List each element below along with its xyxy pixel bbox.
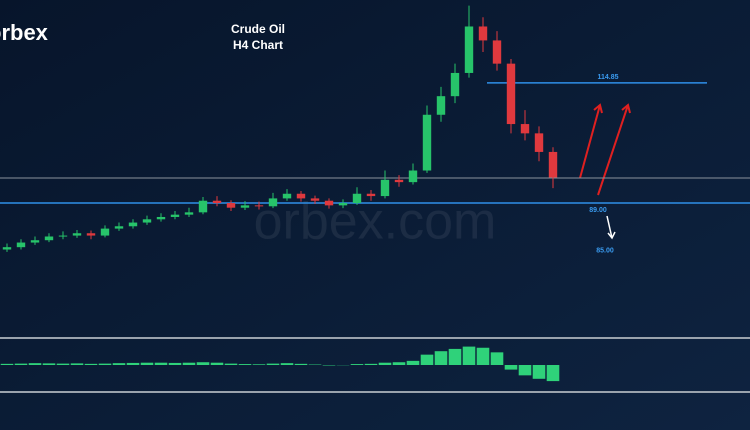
candle-body: [16, 242, 26, 248]
level-label: 89.00: [589, 207, 607, 214]
candle-body: [226, 203, 236, 208]
arrowhead: [607, 231, 616, 240]
candle-body: [156, 216, 166, 220]
candle-body: [86, 233, 96, 236]
candle-body: [310, 198, 320, 201]
candle-body: [534, 133, 544, 152]
histogram-bar: [420, 354, 434, 365]
histogram-bar: [182, 362, 196, 365]
histogram-bar: [70, 363, 84, 365]
histogram-bar: [196, 362, 210, 365]
candle-body: [380, 179, 390, 197]
histogram-bar: [350, 364, 364, 365]
candle-body: [72, 233, 82, 236]
histogram-bar: [392, 362, 406, 365]
histogram-bar: [252, 364, 266, 365]
candle-body: [450, 72, 460, 97]
candle-body: [184, 212, 194, 215]
candle-body: [2, 247, 12, 250]
chart-subtitle: H4 Chart: [233, 38, 283, 52]
histogram-bar: [98, 363, 112, 365]
histogram-bar: [140, 362, 154, 365]
candle-body: [268, 198, 278, 207]
candle-body: [128, 222, 138, 227]
candle-body: [30, 240, 40, 243]
histogram-bar: [448, 348, 462, 365]
histogram-bar: [280, 363, 294, 365]
candle-body: [492, 40, 502, 64]
candle-body: [44, 236, 54, 241]
arrowhead: [621, 103, 631, 114]
level-label: 114.85: [597, 74, 618, 81]
candle-body: [548, 151, 558, 178]
candle-body: [198, 200, 208, 213]
histogram-bar: [238, 364, 252, 365]
histogram-bar: [364, 363, 378, 365]
candle-body: [394, 179, 404, 183]
histogram-bar: [14, 363, 28, 365]
candle-body: [282, 193, 292, 199]
arrow: [597, 104, 629, 196]
candle-body: [464, 26, 474, 73]
histogram-bar: [210, 362, 224, 365]
candle-body: [436, 96, 446, 115]
histogram-bar: [378, 362, 392, 365]
histogram-bar: [56, 363, 70, 365]
histogram-bar: [434, 351, 448, 365]
histogram-bar: [294, 363, 308, 365]
watermark: orbex.com: [254, 193, 497, 251]
candle-body: [114, 226, 124, 229]
histogram-bar: [0, 363, 14, 365]
candle-body: [58, 235, 68, 237]
candle-body: [170, 214, 180, 217]
candle-body: [338, 203, 348, 206]
histogram-bar: [490, 352, 504, 365]
histogram-bar: [462, 346, 476, 365]
histogram-bar: [224, 363, 238, 365]
histogram-bar: [476, 347, 490, 365]
histogram-bar: [84, 363, 98, 365]
candle-body: [520, 124, 530, 134]
candle-body: [422, 114, 432, 171]
histogram-bar: [504, 365, 518, 370]
candle-body: [254, 205, 264, 207]
candle-body: [506, 63, 516, 125]
level-label: 85.00: [596, 247, 614, 254]
histogram-bar: [532, 365, 546, 379]
histogram-bar: [546, 365, 560, 382]
candle-body: [142, 219, 152, 223]
histogram-bar: [126, 362, 140, 365]
candle-body: [212, 200, 222, 204]
chart-title: Crude Oil: [231, 22, 285, 36]
arrowhead: [593, 103, 603, 114]
candle-body: [100, 228, 110, 236]
candle-body: [366, 193, 376, 197]
histogram-bar: [168, 362, 182, 365]
arrow: [579, 104, 601, 179]
histogram-bar: [518, 365, 532, 376]
candle-body: [240, 205, 250, 208]
candle-body: [352, 193, 362, 204]
candle-body: [478, 26, 488, 41]
histogram-bar: [42, 363, 56, 365]
histogram-bar: [266, 363, 280, 365]
logo: orbex: [0, 20, 49, 45]
histogram-bar: [154, 362, 168, 365]
histogram-bar: [28, 363, 42, 365]
histogram-bar: [112, 363, 126, 365]
candle-body: [324, 200, 334, 206]
arrow: [606, 215, 613, 239]
candle-body: [408, 170, 418, 183]
histogram-bar: [406, 360, 420, 365]
candle-body: [296, 193, 306, 199]
